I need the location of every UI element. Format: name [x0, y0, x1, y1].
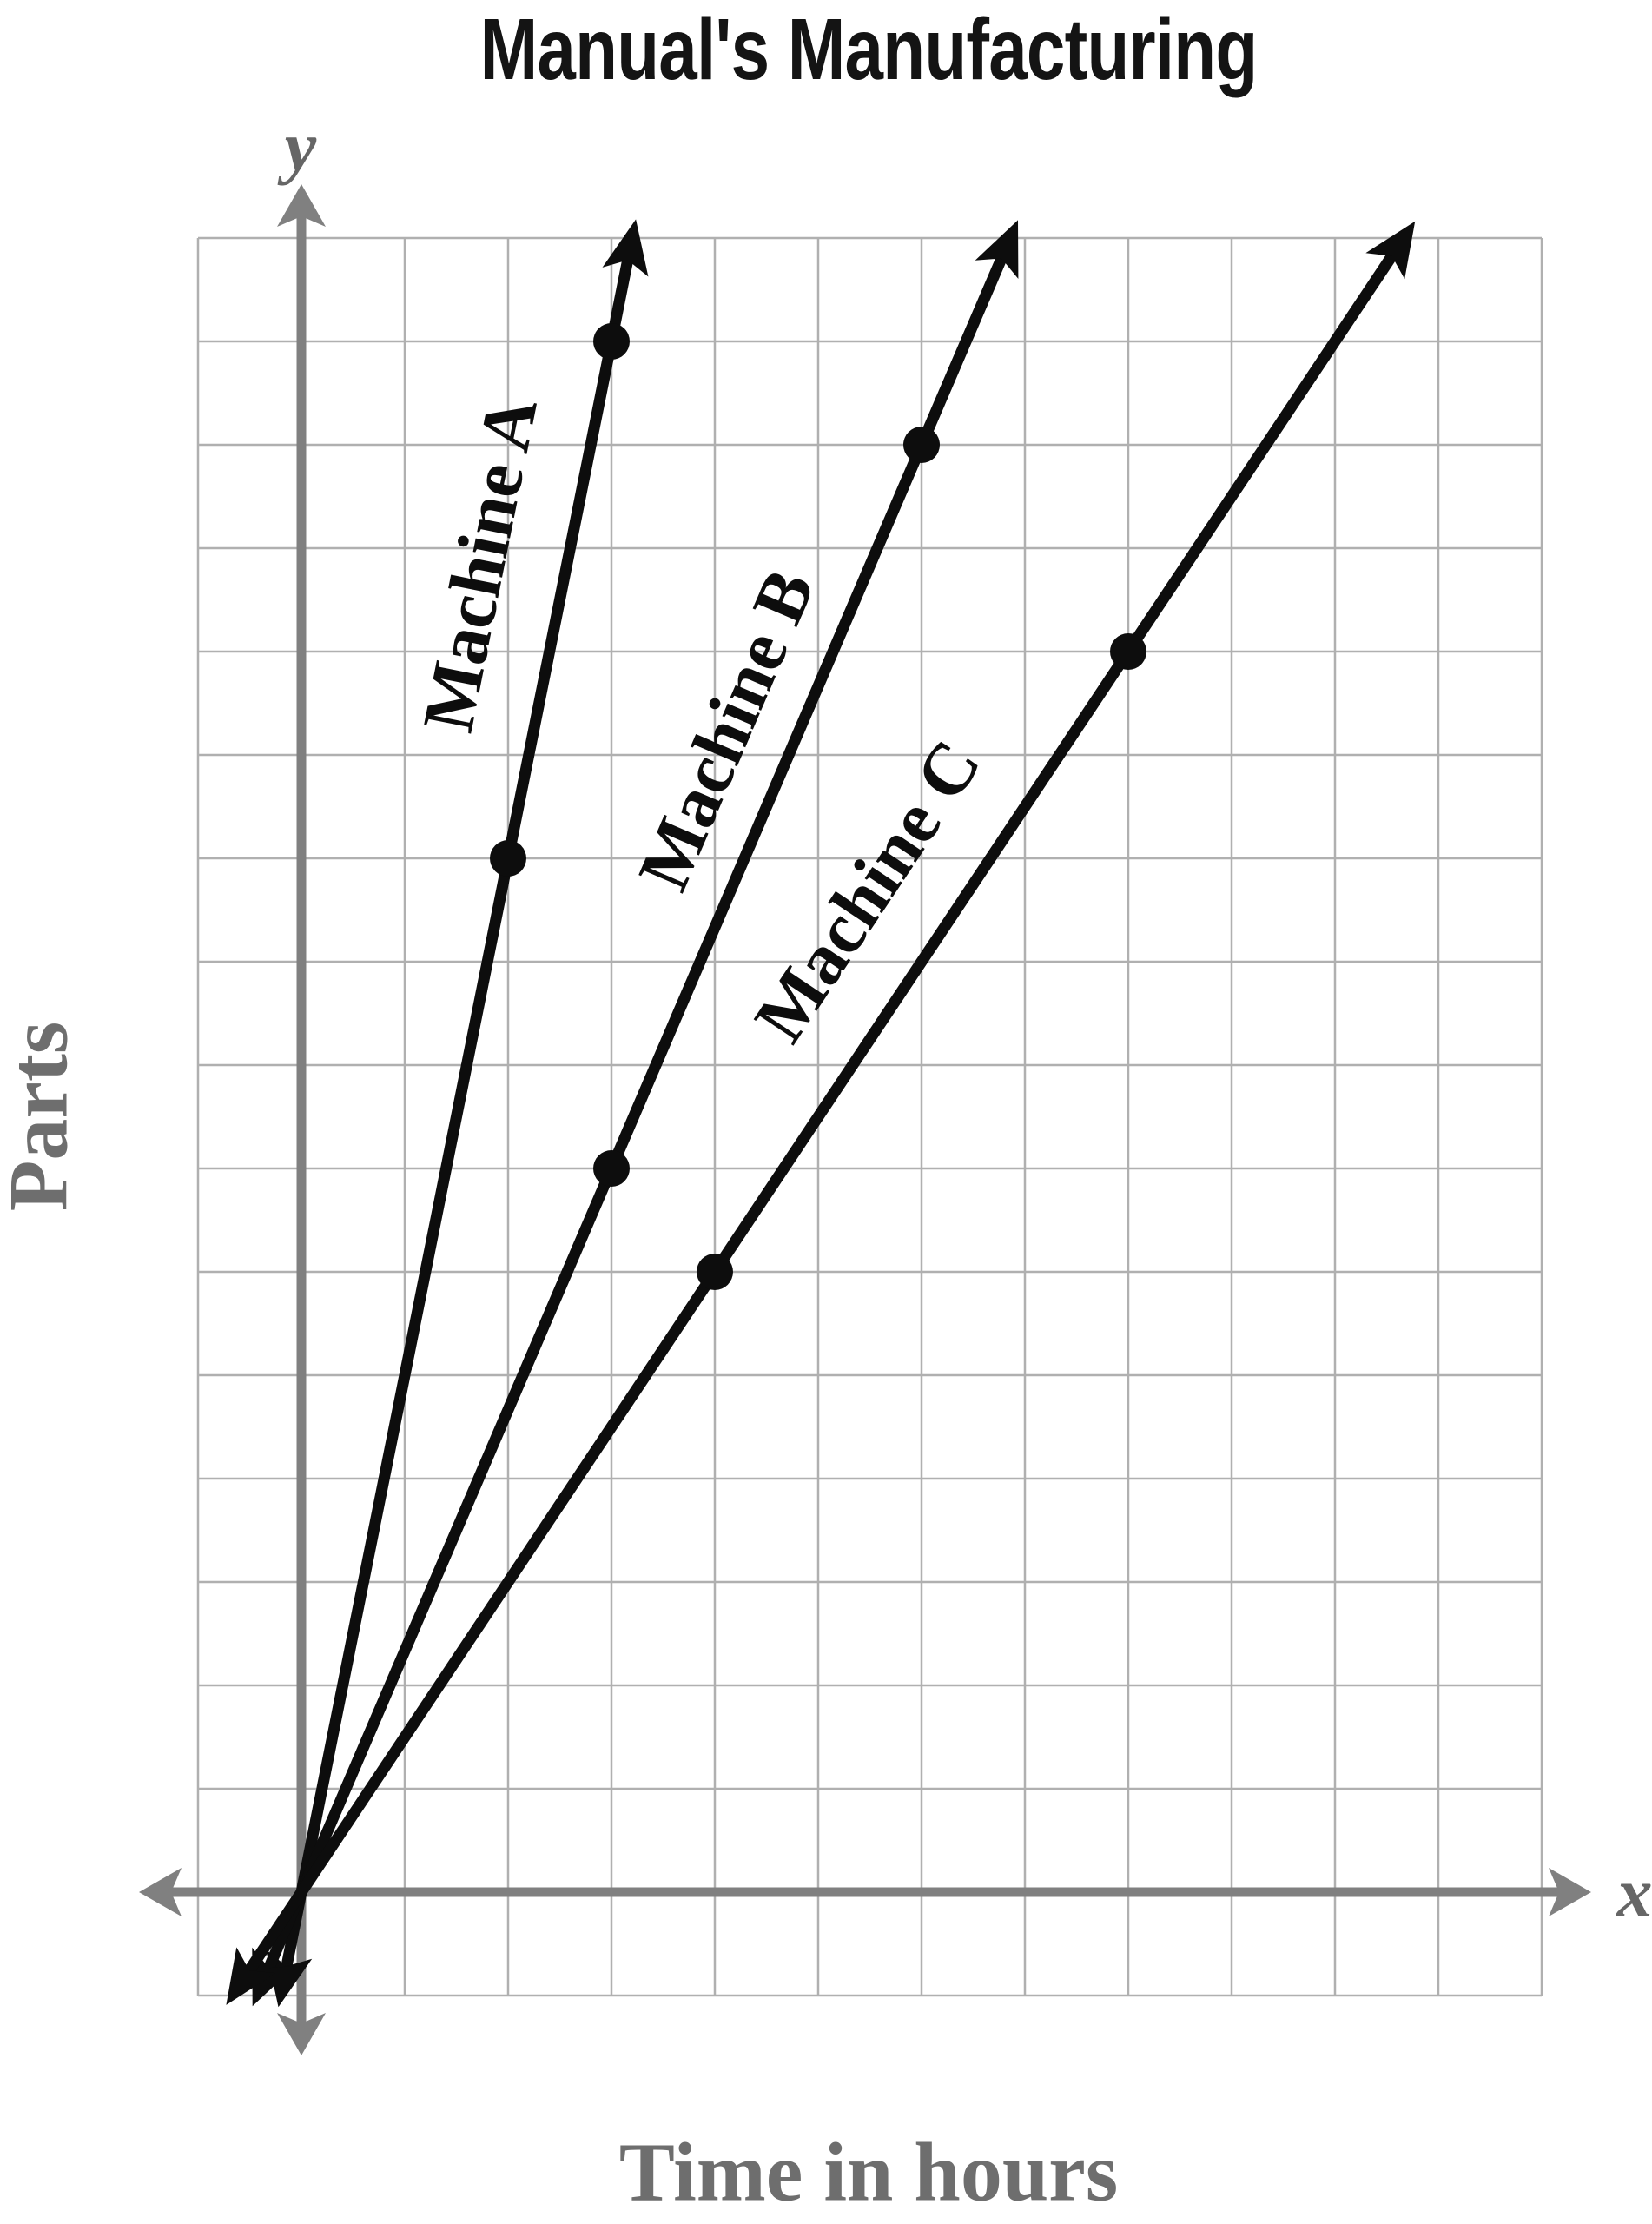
- series-line-down-arrow-icon: [266, 1949, 313, 2008]
- y-axis-top-arrow-icon: [277, 184, 326, 227]
- x-axis-symbol: x: [1616, 1853, 1652, 1932]
- series-line: [253, 230, 1018, 1996]
- y-axis-bottom-arrow-icon: [277, 2013, 326, 2055]
- x-axis-left-arrow-icon: [139, 1868, 182, 1916]
- series-line-down-arrow-icon: [252, 1947, 295, 2007]
- x-axis-right-arrow-icon: [1549, 1868, 1591, 1916]
- series-line-down-arrow-icon: [226, 1947, 276, 2005]
- series-line: [228, 229, 1412, 1997]
- data-point: [593, 1150, 630, 1187]
- data-point: [903, 427, 940, 463]
- data-point: [593, 323, 630, 360]
- y-axis-symbol: y: [277, 107, 317, 186]
- series-label: Machine A: [407, 390, 553, 738]
- data-point: [1110, 633, 1146, 670]
- series-line-up-arrow-icon: [602, 219, 649, 277]
- y-axis: [277, 184, 326, 2055]
- data-point: [490, 840, 526, 877]
- x-axis: [139, 1868, 1591, 1916]
- data-point: [697, 1254, 733, 1290]
- series-line: [275, 231, 639, 1995]
- series-line-up-arrow-icon: [975, 220, 1019, 279]
- series-machine-b: Machine B: [252, 220, 1019, 2007]
- x-axis-title: Time in hours: [618, 2125, 1119, 2219]
- grid-lines: [196, 236, 1543, 1997]
- chart-title: Manual's Manufacturing: [479, 1, 1259, 98]
- series-line-up-arrow-icon: [1365, 221, 1416, 280]
- series-machine-a: Machine A: [266, 219, 649, 2008]
